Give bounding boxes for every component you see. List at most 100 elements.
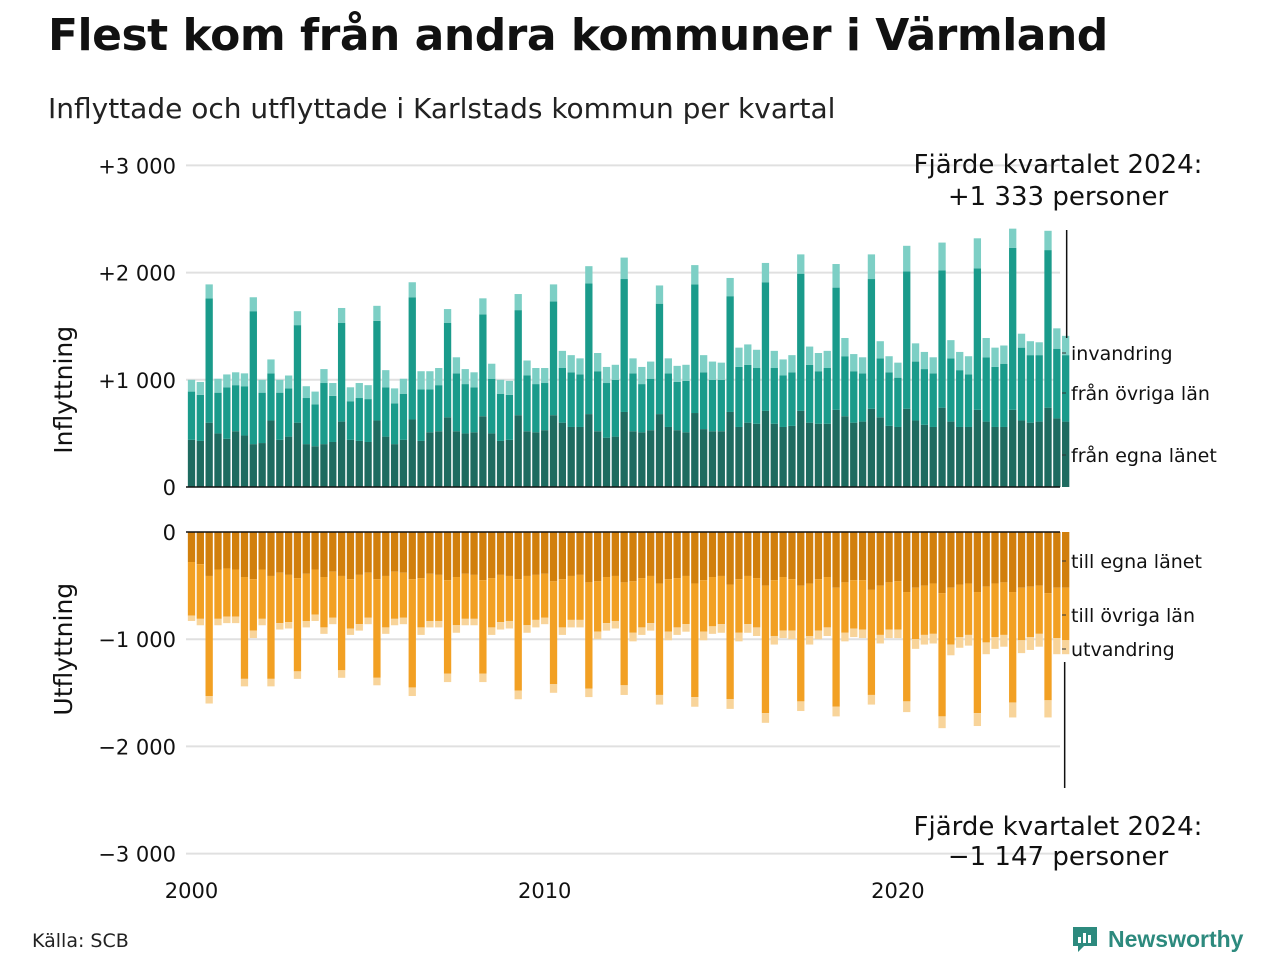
bar-segment-in_ovriga [435, 385, 443, 432]
bar-segment-out_ovriga [708, 577, 717, 627]
bar-segment-out_egna [726, 532, 734, 585]
bar-segment-in_egna [435, 431, 443, 487]
bar-segment-in_ovriga [744, 364, 752, 423]
bar-segment-in_invandring [911, 343, 920, 362]
bar-segment-out_egna [320, 532, 328, 578]
bar-segment-out_ovriga [196, 564, 204, 619]
bar-segment-in_invandring [532, 368, 540, 385]
bar-segment-out_utvandring [673, 627, 681, 635]
bar-segment-out_egna [611, 532, 619, 576]
bar-segment-out_utvandring [1009, 702, 1017, 718]
bar-segment-in_invandring [814, 353, 823, 372]
bar-segment-in_ovriga [647, 378, 655, 431]
bar-segment-in_invandring [337, 307, 346, 323]
bar-segment-in_egna [1053, 418, 1061, 487]
bar-segment-out_ovriga [885, 582, 893, 630]
bar-segment-out_utvandring [232, 616, 240, 624]
bar-segment-out_egna [346, 532, 355, 580]
bar-segment-out_utvandring [576, 619, 584, 628]
bar-segment-in_ovriga [629, 373, 637, 432]
bar-segment-out_egna [1017, 532, 1026, 588]
bar-segment-out_egna [249, 532, 257, 580]
bar-segment-out_utvandring [249, 630, 257, 639]
bar-segment-out_ovriga [638, 578, 646, 628]
bar-segment-in_ovriga [611, 379, 619, 437]
bar-segment-out_egna [876, 532, 884, 586]
bar-segment-in_egna [302, 444, 310, 487]
bar-segment-in_ovriga [258, 392, 266, 444]
bar-segment-in_ovriga [293, 325, 302, 423]
bar-segment-in_ovriga [311, 404, 319, 447]
bar-segment-out_utvandring [258, 618, 266, 626]
bar-segment-out_egna [867, 532, 876, 590]
bar-segment-out_egna [982, 532, 990, 587]
bar-segment-in_ovriga [1009, 247, 1017, 410]
bar-segment-out_ovriga [602, 577, 611, 624]
bar-segment-in_ovriga [858, 373, 867, 422]
bar-segment-out_ovriga [364, 572, 372, 618]
bar-segment-in_ovriga [390, 403, 399, 445]
bar-segment-out_utvandring [302, 620, 310, 628]
bar-segment-out_ovriga [408, 579, 416, 688]
bar-segment-out_egna [673, 532, 681, 579]
bar-segment-out_ovriga [417, 578, 425, 628]
bar-segment-out_egna [505, 532, 514, 576]
bar-segment-in_invandring [938, 242, 946, 271]
bar-segment-out_ovriga [541, 573, 549, 618]
bar-segment-in_egna [647, 430, 655, 487]
bar-segment-out_utvandring [602, 623, 611, 631]
bar-segment-in_egna [576, 426, 584, 487]
bar-segment-in_ovriga [364, 399, 372, 442]
y-axis-title-inflyttning: Inflyttning [49, 326, 78, 454]
source-note: Källa: SCB [32, 930, 129, 952]
bar-segment-out_ovriga [647, 575, 655, 624]
bar-segment-out_ovriga [390, 571, 399, 619]
bar-segment-in_egna [823, 423, 831, 487]
bar-segment-in_invandring [284, 375, 293, 389]
bar-segment-out_utvandring [920, 634, 929, 645]
bar-segment-out_utvandring [470, 618, 478, 626]
bar-segment-out_ovriga [664, 579, 672, 632]
bar-segment-in_ovriga [426, 389, 434, 433]
bar-segment-out_egna [770, 532, 778, 581]
bar-segment-out_egna [382, 532, 390, 576]
bar-segment-in_invandring [426, 371, 434, 390]
bar-segment-out_egna [1009, 532, 1017, 593]
bar-segment-out_utvandring [903, 701, 911, 713]
bar-segment-in_ovriga [885, 372, 893, 426]
bar-segment-out_ovriga [505, 575, 514, 621]
bar-segment-out_egna [911, 532, 920, 588]
bar-segment-out_utvandring [293, 671, 302, 679]
bar-segment-in_ovriga [814, 371, 823, 424]
bar-segment-in_invandring [735, 347, 743, 367]
bar-segment-in_ovriga [682, 380, 690, 433]
bar-segment-out_egna [779, 532, 787, 578]
bar-segment-out_egna [284, 532, 293, 575]
bar-segment-in_invandring [717, 362, 725, 380]
bar-segment-in_ovriga [1044, 250, 1052, 408]
bar-segment-in_egna [293, 422, 302, 487]
bar-segment-out_egna [991, 532, 999, 584]
bar-segment-out_egna [240, 532, 249, 578]
bar-segment-in_ovriga [232, 385, 240, 432]
bar-segment-in_egna [673, 430, 681, 487]
bar-segment-in_invandring [205, 284, 213, 299]
bar-segment-in_egna [443, 417, 452, 487]
bar-segment-in_ovriga [673, 381, 681, 431]
bar-segment-in_egna [850, 422, 858, 487]
bar-segment-out_ovriga [814, 579, 823, 631]
bar-segment-in_ovriga [187, 391, 196, 440]
bar-segment-out_egna [594, 532, 602, 582]
bar-segment-in_invandring [805, 346, 814, 365]
bar-segment-out_egna [205, 532, 213, 576]
bar-segment-in_invandring [523, 360, 531, 376]
bar-segment-out_egna [417, 532, 425, 579]
bar-segment-in_invandring [329, 383, 337, 396]
bar-segment-in_ovriga [655, 303, 664, 415]
bar-segment-in_egna [752, 423, 761, 487]
bar-segment-in_egna [1000, 426, 1008, 487]
bar-segment-in_ovriga [938, 270, 946, 408]
bar-segment-out_utvandring [735, 632, 743, 642]
bar-segment-in_invandring [699, 355, 708, 373]
bar-segment-in_invandring [514, 294, 522, 311]
